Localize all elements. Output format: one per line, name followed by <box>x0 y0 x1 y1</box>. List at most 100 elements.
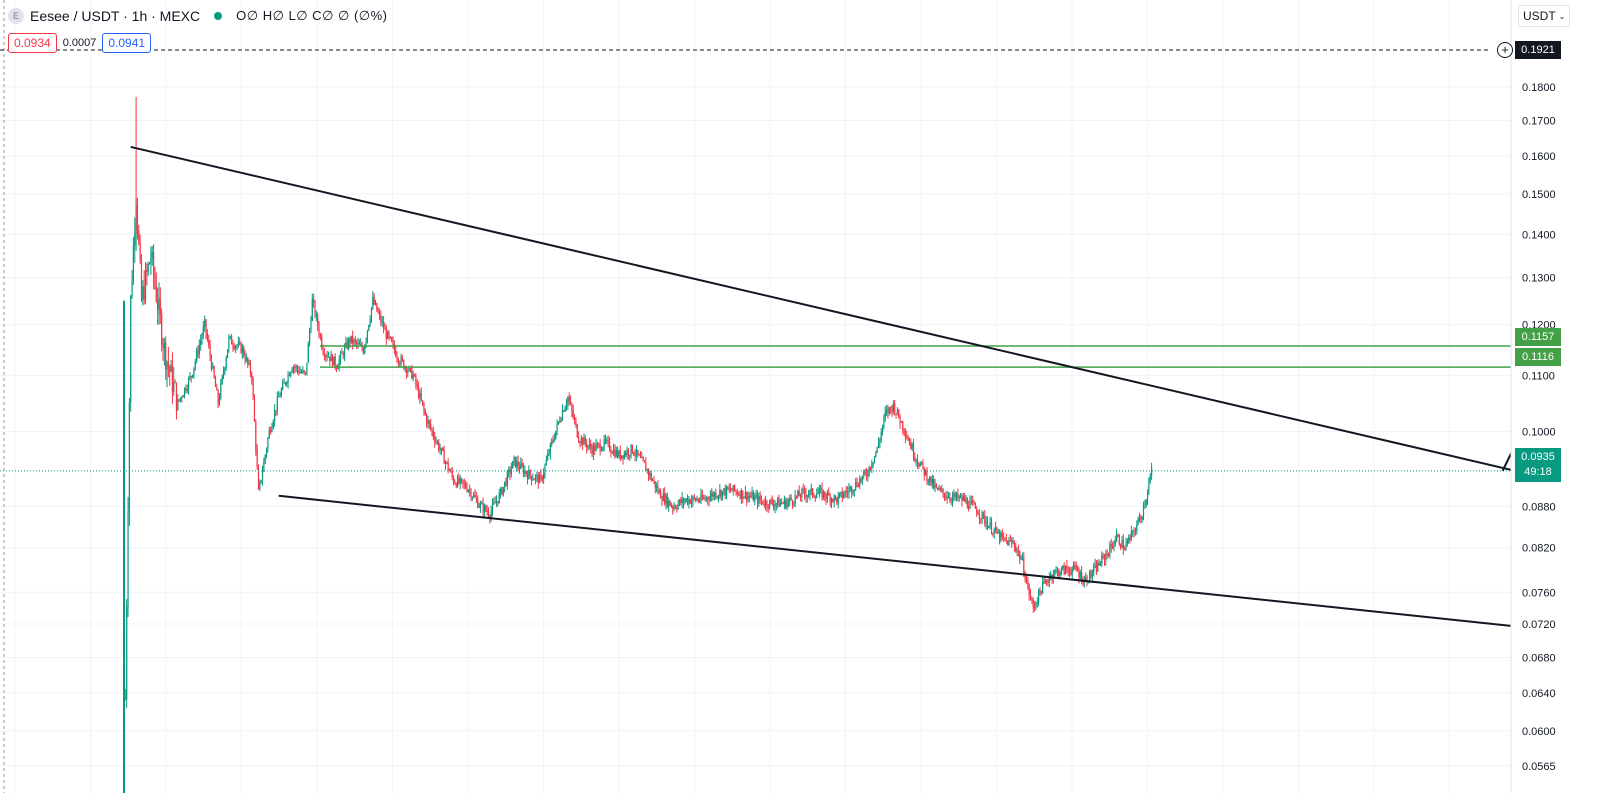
candle-body <box>294 367 296 369</box>
candle-body <box>518 466 521 470</box>
candle-body <box>544 465 546 474</box>
candle-body <box>564 407 566 412</box>
candle-body <box>588 444 590 446</box>
candle-body <box>919 463 921 467</box>
candle-body <box>1107 554 1110 557</box>
candle-body <box>561 410 564 420</box>
candle-body <box>193 367 195 375</box>
sell-button[interactable]: 0.0934 <box>8 33 57 53</box>
candle-body <box>686 498 689 504</box>
candle-body <box>608 441 611 451</box>
candle-body <box>212 366 214 369</box>
candle-body <box>438 442 440 450</box>
currency-label: USDT <box>1523 9 1556 23</box>
candle-body <box>257 467 260 490</box>
candle-body <box>287 374 289 383</box>
buy-button[interactable]: 0.0941 <box>102 33 152 53</box>
symbol-title[interactable]: Eesee / USDT · 1h · MEXC <box>30 8 201 24</box>
candle-body <box>1028 585 1030 596</box>
candle-body <box>314 301 316 316</box>
candle-body <box>777 498 779 504</box>
candle-body <box>1148 483 1150 493</box>
candle-body <box>842 495 845 498</box>
candle-body <box>693 496 695 499</box>
candle-body <box>568 397 570 402</box>
candle-body <box>645 462 647 471</box>
candle-body <box>716 496 718 498</box>
candle-body <box>938 488 940 490</box>
candle-body <box>264 454 266 462</box>
candle-body <box>348 338 350 348</box>
candle-body <box>1124 549 1126 551</box>
candle-body <box>707 497 709 500</box>
candle-body <box>929 476 931 481</box>
candle-body <box>629 454 631 456</box>
candle-body <box>713 492 716 497</box>
candle-body <box>191 374 194 378</box>
candle-body <box>786 502 788 509</box>
candle-body <box>165 342 167 370</box>
candle-body <box>477 499 479 508</box>
candle-body <box>268 429 270 439</box>
candle-body <box>423 403 425 411</box>
candle-body <box>795 495 798 497</box>
candle-body <box>646 469 648 471</box>
candle-body <box>1071 569 1073 575</box>
candle-body <box>548 453 550 455</box>
candle-body <box>218 397 221 405</box>
candle-body <box>225 357 227 368</box>
candle-body <box>459 478 461 484</box>
candle-body <box>331 354 334 366</box>
candle-body <box>799 496 802 498</box>
candle-body <box>543 473 545 480</box>
candle-body <box>1094 564 1096 568</box>
candle-body <box>1062 565 1064 568</box>
candle-body <box>483 505 486 513</box>
candle-body <box>857 486 859 488</box>
candle-body <box>868 467 870 476</box>
candle-body <box>754 496 756 502</box>
candle-body <box>697 499 699 502</box>
candle-body <box>395 349 397 357</box>
candle-body <box>998 531 1001 541</box>
candle-body <box>280 389 282 397</box>
candle-body <box>798 490 800 497</box>
axis-background <box>1511 0 1599 793</box>
candle-body <box>673 506 675 509</box>
candle-body <box>934 484 936 488</box>
currency-selector[interactable]: USDT ⌄ <box>1518 5 1571 27</box>
candle-body <box>778 498 780 507</box>
candle-body <box>389 336 391 338</box>
candle-body <box>946 496 948 499</box>
add-alert-icon[interactable]: + <box>1497 42 1513 58</box>
horizontal-levels[interactable] <box>0 345 1511 472</box>
candle-body <box>643 460 646 463</box>
drawings[interactable] <box>130 145 1599 634</box>
listing-candle <box>123 300 125 793</box>
y-tick-label: 0.1500 <box>1522 189 1556 201</box>
candle-body <box>709 496 712 501</box>
candle-body <box>755 495 757 497</box>
candle-body <box>767 506 769 508</box>
candle-body <box>197 350 199 355</box>
candle-body <box>431 428 433 431</box>
candle-body <box>432 430 434 437</box>
candle-body <box>820 488 822 490</box>
candle-body <box>424 410 426 415</box>
candle-body <box>313 298 315 302</box>
candle-body <box>368 325 370 331</box>
price-axis[interactable]: 0.18000.17000.16000.15000.14000.13000.12… <box>1510 0 1599 793</box>
candle-body <box>290 372 292 376</box>
candle-body <box>1023 557 1025 574</box>
candle-body <box>420 393 422 401</box>
spread-value: 0.0007 <box>62 37 97 49</box>
candle-body <box>481 503 483 505</box>
candle-body <box>965 499 967 502</box>
candle-body <box>676 507 678 509</box>
candle-body <box>715 492 717 498</box>
candle-body <box>377 310 379 313</box>
y-tick-label: 0.1600 <box>1522 151 1556 163</box>
candle-body <box>926 470 928 482</box>
candle-body <box>495 501 498 504</box>
